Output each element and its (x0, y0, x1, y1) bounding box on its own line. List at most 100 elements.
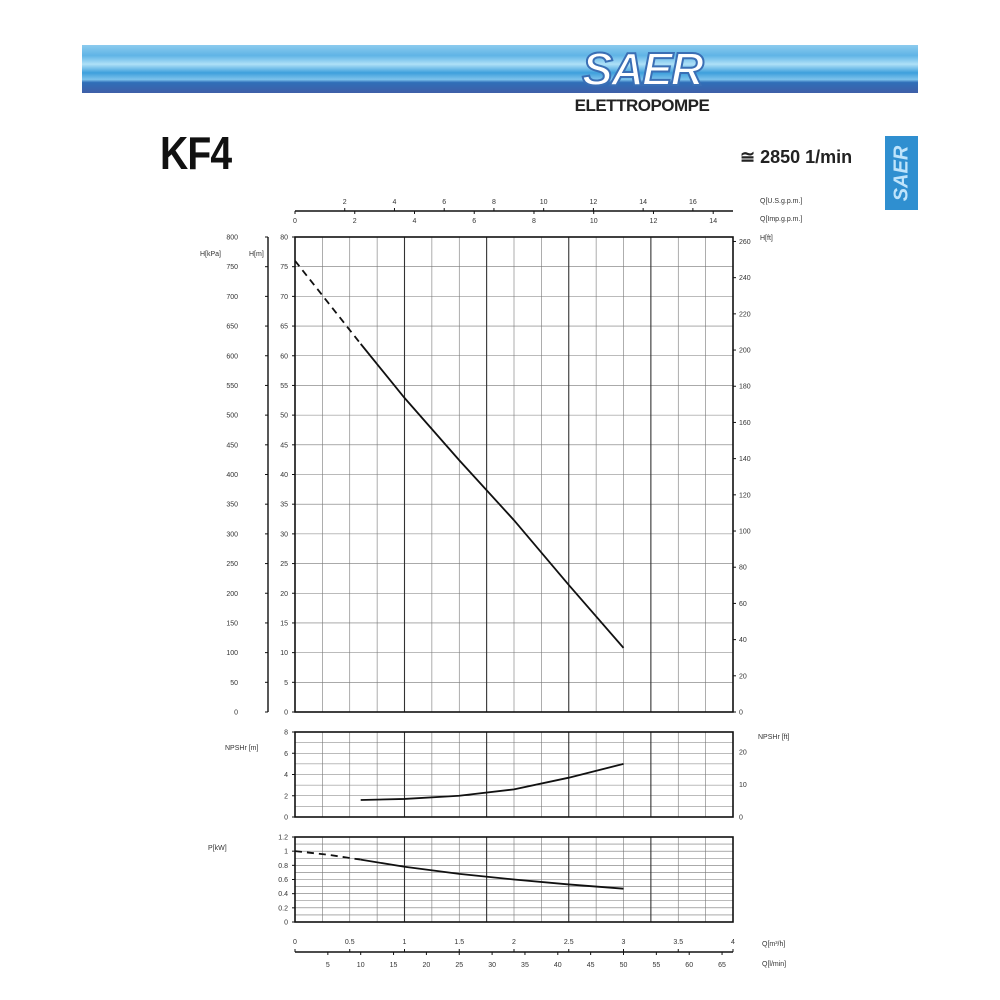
side-tab[interactable]: SAER (885, 136, 918, 210)
head-y-tick-label: 75 (280, 264, 288, 271)
kpa-tick-label: 150 (226, 620, 238, 627)
impgpm-tick-label: 2 (353, 218, 357, 225)
ft-tick-label: 60 (739, 601, 747, 608)
lmin-tick-label: 15 (390, 962, 398, 969)
npsh-ft-tick-label: 0 (739, 815, 743, 822)
kpa-tick-label: 300 (226, 531, 238, 538)
head-y-tick-label: 35 (280, 502, 288, 509)
lmin-axis-title: Q[l/min] (762, 961, 786, 968)
kpa-tick-label: 100 (226, 650, 238, 657)
head-y-tick-label: 65 (280, 324, 288, 331)
impgpm-tick-label: 6 (472, 218, 476, 225)
head-y-tick-label: 70 (280, 294, 288, 301)
usgpm-tick-label: 4 (393, 199, 397, 206)
m3h-tick-label: 3.5 (673, 939, 683, 946)
ft-tick-label: 20 (739, 673, 747, 680)
ft-tick-label: 40 (739, 637, 747, 644)
power-axis-title: P[kW] (208, 845, 227, 852)
impgpm-tick-label: 0 (293, 218, 297, 225)
m3h-tick-label: 1 (403, 939, 407, 946)
npsh-ft-axis-title: NPSHr [ft] (758, 734, 790, 741)
lmin-tick-label: 60 (685, 962, 693, 969)
m-axis-title: H[m] (249, 251, 264, 258)
lmin-tick-label: 35 (521, 962, 529, 969)
kpa-axis-title: H[kPa] (200, 251, 221, 258)
head-y-tick-label: 0 (284, 710, 288, 717)
head-y-tick-label: 80 (280, 235, 288, 242)
impgpm-tick-label: 8 (532, 218, 536, 225)
power-y-tick-label: 0 (284, 920, 288, 927)
power-y-tick-label: 0.8 (278, 863, 288, 870)
kpa-tick-label: 200 (226, 591, 238, 598)
head-y-tick-label: 50 (280, 413, 288, 420)
power-y-tick-label: 1.2 (278, 835, 288, 842)
npsh-y-tick-label: 6 (284, 751, 288, 758)
m3h-tick-label: 4 (731, 939, 735, 946)
kpa-tick-label: 750 (226, 264, 238, 271)
npsh-y-tick-label: 2 (284, 793, 288, 800)
power-y-tick-label: 0.6 (278, 877, 288, 884)
speed-label: ≅ 2850 1/min (740, 147, 853, 167)
npsh-y-tick-label: 0 (284, 815, 288, 822)
logo-subtitle: ELETTROPOMPE (574, 96, 710, 115)
head-y-tick-label: 30 (280, 531, 288, 538)
head-y-tick-label: 5 (284, 680, 288, 687)
kpa-tick-label: 600 (226, 353, 238, 360)
lmin-tick-label: 10 (357, 962, 365, 969)
npsh-ft-tick-label: 20 (739, 750, 747, 757)
npsh-ft-tick-label: 10 (739, 782, 747, 789)
ft-tick-label: 140 (739, 456, 751, 463)
lmin-tick-label: 30 (488, 962, 496, 969)
kpa-tick-label: 650 (226, 324, 238, 331)
power-y-tick-label: 0.4 (278, 891, 288, 898)
kpa-tick-label: 700 (226, 294, 238, 301)
ft-tick-label: 260 (739, 239, 751, 246)
usgpm-tick-label: 10 (540, 199, 548, 206)
head-y-tick-label: 55 (280, 383, 288, 390)
head-curve-dashed (294, 260, 362, 345)
impgpm-tick-label: 12 (650, 218, 658, 225)
usgpm-tick-label: 2 (343, 199, 347, 206)
kpa-tick-label: 50 (230, 680, 238, 687)
kpa-tick-label: 250 (226, 561, 238, 568)
m3h-tick-label: 0 (293, 939, 297, 946)
ft-tick-label: 220 (739, 311, 751, 318)
npsh-axis-title: NPSHr [m] (225, 745, 259, 752)
impgpm-tick-label: 14 (709, 218, 717, 225)
head-y-tick-label: 45 (280, 442, 288, 449)
head-y-tick-label: 20 (280, 591, 288, 598)
usgpm-tick-label: 8 (492, 199, 496, 206)
power-y-tick-label: 0.2 (278, 905, 288, 912)
m3h-tick-label: 2.5 (564, 939, 574, 946)
head-curve-solid (360, 343, 625, 649)
usgpm-tick-label: 16 (689, 199, 697, 206)
kpa-tick-label: 0 (234, 710, 238, 717)
usgpm-tick-label: 6 (442, 199, 446, 206)
lmin-tick-label: 5 (326, 962, 330, 969)
ft-tick-label: 200 (739, 348, 751, 355)
impgpm-axis-title: Q[Imp.g.p.m.] (760, 216, 802, 223)
head-y-tick-label: 40 (280, 472, 288, 479)
kpa-tick-label: 500 (226, 413, 238, 420)
usgpm-tick-label: 12 (590, 199, 598, 206)
lmin-tick-label: 55 (652, 962, 660, 969)
lmin-tick-label: 50 (620, 962, 628, 969)
ft-tick-label: 160 (739, 420, 751, 427)
header-banner (82, 45, 918, 93)
npsh-y-tick-label: 8 (284, 730, 288, 737)
model-title: KF4 (160, 127, 232, 179)
m3h-tick-label: 1.5 (454, 939, 464, 946)
lmin-tick-label: 25 (455, 962, 463, 969)
ft-tick-label: 180 (739, 384, 751, 391)
lmin-tick-label: 40 (554, 962, 562, 969)
ft-tick-label: 120 (739, 492, 751, 499)
m3h-tick-label: 3 (622, 939, 626, 946)
saer-logo: SAER ELETTROPOMPE (552, 43, 732, 120)
m3h-tick-label: 2 (512, 939, 516, 946)
kpa-tick-label: 400 (226, 472, 238, 479)
ft-tick-label: 100 (739, 529, 751, 536)
ft-tick-label: 80 (739, 565, 747, 572)
power-y-tick-label: 1 (284, 849, 288, 856)
lmin-tick-label: 65 (718, 962, 726, 969)
